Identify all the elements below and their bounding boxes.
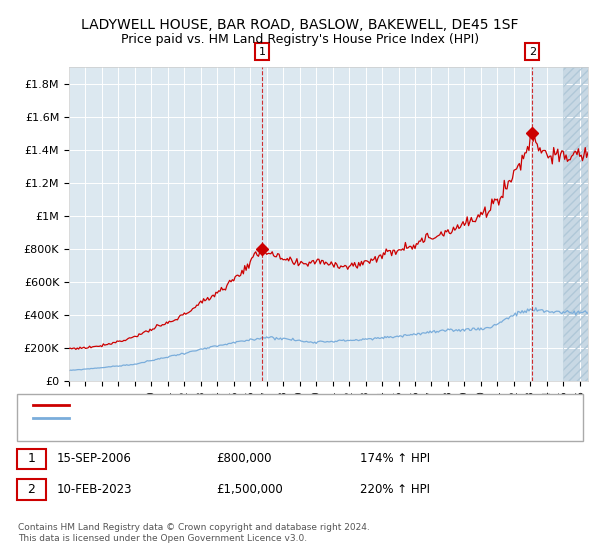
Text: LADYWELL HOUSE, BAR ROAD, BASLOW, BAKEWELL, DE45 1SF: LADYWELL HOUSE, BAR ROAD, BASLOW, BAKEWE… xyxy=(81,18,519,32)
Text: £1,500,000: £1,500,000 xyxy=(216,483,283,496)
Bar xyxy=(563,67,588,381)
Text: HPI: Average price, detached house, Derbyshire Dales: HPI: Average price, detached house, Derb… xyxy=(75,413,340,423)
Text: Price paid vs. HM Land Registry's House Price Index (HPI): Price paid vs. HM Land Registry's House … xyxy=(121,32,479,46)
Text: 15-SEP-2006: 15-SEP-2006 xyxy=(57,452,132,465)
Text: 10-FEB-2023: 10-FEB-2023 xyxy=(57,483,133,496)
Text: LADYWELL HOUSE, BAR ROAD, BASLOW, BAKEWELL, DE45 1SF (detached house): LADYWELL HOUSE, BAR ROAD, BASLOW, BAKEWE… xyxy=(75,400,472,410)
Text: 2: 2 xyxy=(529,46,536,57)
Text: £800,000: £800,000 xyxy=(216,452,271,465)
Text: 220% ↑ HPI: 220% ↑ HPI xyxy=(360,483,430,496)
Text: 1: 1 xyxy=(28,452,35,465)
Text: 1: 1 xyxy=(259,46,265,57)
Text: 174% ↑ HPI: 174% ↑ HPI xyxy=(360,452,430,465)
Text: Contains HM Land Registry data © Crown copyright and database right 2024.
This d: Contains HM Land Registry data © Crown c… xyxy=(18,524,370,543)
Bar xyxy=(563,67,588,381)
Text: 2: 2 xyxy=(28,483,35,496)
